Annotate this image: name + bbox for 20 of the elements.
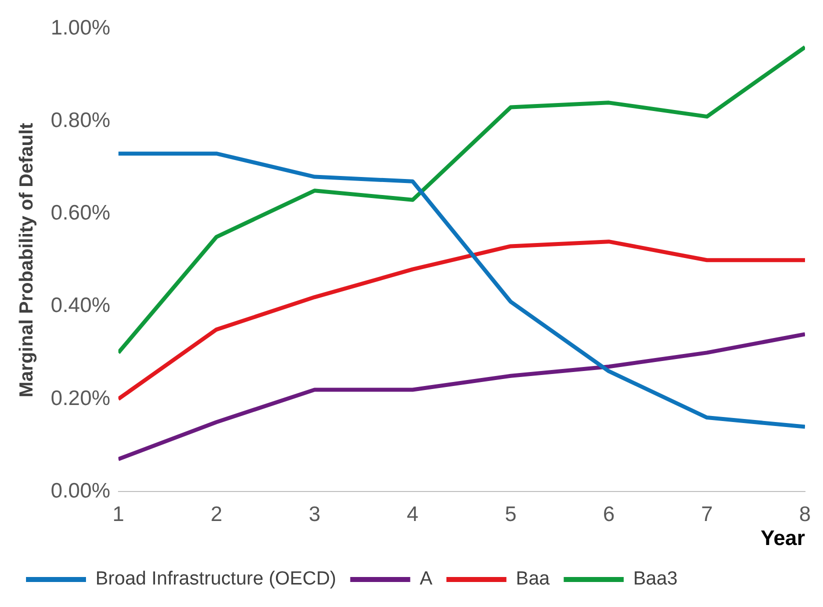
y-tick-label: 0.60%	[50, 202, 110, 225]
x-tick-label: 5	[504, 502, 517, 526]
legend-label: Baa	[516, 568, 550, 590]
legend-label: A	[420, 568, 433, 590]
x-tick-label: 1	[112, 502, 124, 526]
y-tick-label: 1.00%	[50, 16, 110, 40]
x-axis-title: Year	[760, 527, 805, 550]
x-tick-label: 6	[602, 502, 615, 526]
x-tick-label: 8	[799, 502, 811, 526]
legend-label: Baa3	[633, 568, 678, 590]
x-tick-label: 4	[406, 502, 419, 526]
legend-label: Broad Infrastructure (OECD)	[96, 568, 336, 590]
x-tick-label: 3	[308, 502, 320, 526]
y-tick-label: 0.00%	[50, 479, 110, 502]
y-tick-label: 0.40%	[50, 294, 110, 318]
x-tick-label: 2	[210, 502, 222, 526]
y-tick-label: 0.20%	[50, 386, 110, 410]
x-tick-label: 7	[701, 502, 713, 526]
y-tick-label: 0.80%	[50, 108, 110, 132]
y-axis-title: Marginal Probability of Default	[16, 122, 38, 398]
